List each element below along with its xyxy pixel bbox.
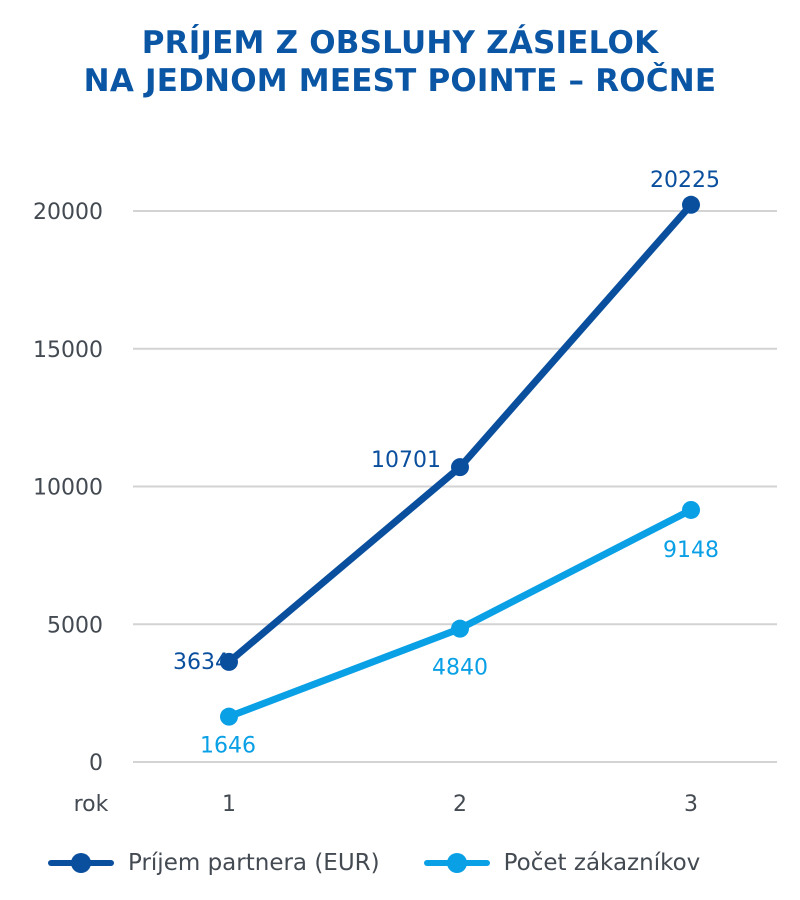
series-lines: [220, 195, 700, 726]
legend-label-income: Príjem partnera (EUR): [128, 850, 380, 876]
line-chart: 0 5000 10000 15000 20000 rok 1 2 3 3634 10701 2022…: [33, 168, 777, 817]
data-point: [682, 195, 700, 214]
data-label: 4840: [432, 656, 488, 681]
y-tick-label: 10000: [33, 476, 103, 501]
legend-label-customers: Počet zákazníkov: [503, 850, 701, 876]
y-tick-label: 0: [89, 751, 103, 776]
chart-title-line-2: NA JEDNOM MEEST POINTE – ROČNE: [83, 63, 717, 99]
x-tick-label: 3: [684, 792, 698, 817]
data-label: 9148: [663, 538, 719, 563]
data-point: [220, 652, 238, 671]
chart-title-line-1: PRÍJEM Z OBSLUHY ZÁSIELOK: [141, 25, 659, 61]
data-point: [451, 619, 469, 638]
y-tick-label: 15000: [33, 338, 103, 363]
data-point: [220, 707, 238, 726]
chart-legend: Príjem partnera (EUR) Počet zákazníkov: [48, 846, 788, 880]
x-tick-label: 1: [222, 792, 236, 817]
data-labels: 3634 10701 20225 1646 4840 9148: [173, 168, 720, 759]
legend-swatch-income: [48, 849, 114, 877]
series-line-1: [225, 506, 695, 721]
y-tick-label: 20000: [33, 200, 103, 225]
series-line-0: [225, 201, 695, 666]
grid-lines: [133, 210, 777, 763]
legend-item-customers: Počet zákazníkov: [423, 849, 701, 877]
legend-swatch-customers: [423, 849, 490, 877]
data-label: 20225: [650, 168, 720, 193]
data-label: 1646: [200, 734, 256, 759]
legend-item-income: Príjem partnera (EUR): [48, 849, 380, 877]
data-label: 10701: [371, 448, 441, 473]
data-label: 3634: [173, 650, 229, 675]
data-point: [682, 500, 700, 519]
chart-title: PRÍJEM Z OBSLUHY ZÁSIELOK NA JEDNOM MEES…: [0, 24, 800, 100]
data-point: [451, 458, 469, 477]
x-axis-label: rok: [74, 792, 109, 817]
y-tick-label: 5000: [47, 613, 103, 638]
x-tick-label: 2: [453, 792, 467, 817]
axis-labels: 0 5000 10000 15000 20000 rok 1 2 3: [33, 200, 698, 817]
